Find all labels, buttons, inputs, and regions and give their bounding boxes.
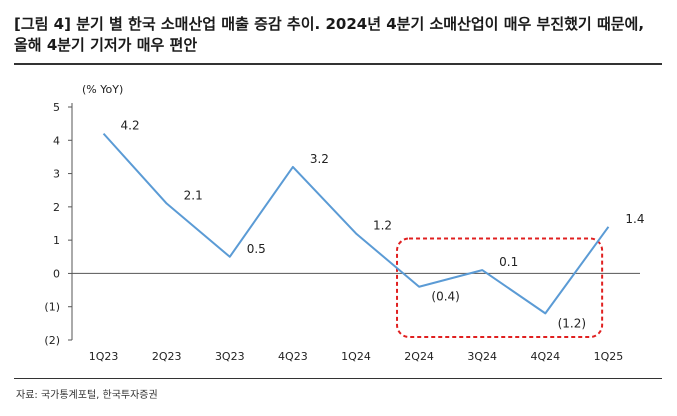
data-label: 3.2	[310, 152, 329, 166]
chart-axes: (% YoY) 5 4 3 2 1 0 (1) (2) 1Q23 2Q23 3Q23 4Q23 1Q24 2…	[44, 83, 640, 363]
figure-title: [그림 4] 분기 별 한국 소매산업 매출 증감 추이. 2024년 4분기 …	[14, 14, 664, 56]
data-label: 0.1	[499, 255, 518, 269]
data-label: 4.2	[121, 119, 140, 133]
data-label-layer: 4.2 2.1 0.5 3.2 1.2 (0.4) 0.1 (1.2) 1.4	[121, 119, 645, 331]
y-tick-label: 4	[53, 134, 60, 147]
y-tick-label: 1	[53, 234, 60, 247]
title-divider	[14, 63, 662, 65]
x-tick-label: 3Q24	[467, 350, 497, 363]
series-layer	[102, 132, 610, 315]
data-label: 1.2	[373, 218, 392, 232]
x-tick-label: 3Q23	[215, 350, 245, 363]
y-tick-label: 3	[53, 168, 60, 181]
figure-title-line-2: 올해 4분기 기저가 매우 편안	[14, 36, 198, 54]
data-label: (1.2)	[558, 316, 586, 330]
y-tick-label: (2)	[44, 334, 60, 347]
y-tick-label: 0	[53, 267, 60, 280]
data-label: 0.5	[247, 242, 266, 256]
data-label: 2.1	[184, 189, 203, 203]
data-label: (0.4)	[431, 290, 459, 304]
x-tick-label: 2Q23	[152, 350, 182, 363]
x-tick-label: 1Q24	[341, 350, 371, 363]
data-label: 1.4	[625, 212, 644, 226]
y-axis-title: (% YoY)	[82, 83, 123, 96]
figure-title-line-1: [그림 4] 분기 별 한국 소매산업 매출 증감 추이. 2024년 4분기 …	[14, 15, 645, 33]
y-tick-label: (1)	[44, 301, 60, 314]
source-divider	[14, 378, 662, 379]
x-tick-label: 4Q24	[531, 350, 561, 363]
x-tick-label: 1Q25	[594, 350, 624, 363]
source-note: 자료: 국가통계포털, 한국투자증권	[16, 390, 158, 401]
x-tick-label: 1Q23	[89, 350, 119, 363]
x-tick-label: 4Q23	[278, 350, 308, 363]
series-line	[102, 132, 610, 315]
x-tick-label: 2Q24	[404, 350, 434, 363]
y-tick-label: 2	[53, 201, 60, 214]
y-tick-label: 5	[53, 101, 60, 114]
